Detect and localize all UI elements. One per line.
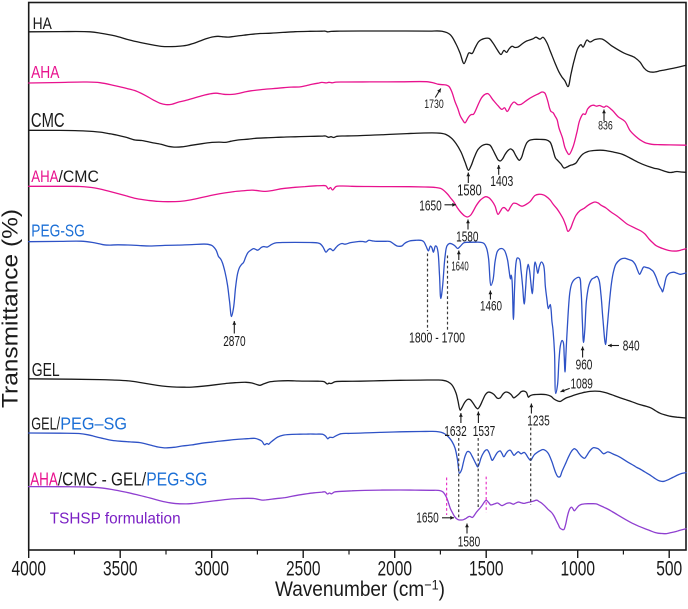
svg-text:HA: HA bbox=[33, 15, 52, 33]
svg-text:PEG-SG: PEG-SG bbox=[31, 220, 85, 240]
svg-text:2870: 2870 bbox=[223, 334, 245, 350]
svg-text:836: 836 bbox=[598, 118, 613, 132]
svg-text:3000: 3000 bbox=[194, 558, 229, 581]
svg-text:500: 500 bbox=[656, 558, 682, 581]
svg-text:1580: 1580 bbox=[456, 230, 478, 246]
svg-text:1632: 1632 bbox=[444, 424, 466, 440]
svg-text:1640: 1640 bbox=[451, 260, 468, 274]
svg-text:Wavenumber (cm−1): Wavenumber (cm−1) bbox=[275, 577, 445, 602]
svg-text:/CMC: /CMC bbox=[59, 167, 99, 186]
svg-text:2000: 2000 bbox=[377, 558, 412, 581]
svg-text:PEG-SG: PEG-SG bbox=[146, 468, 207, 489]
svg-text:/CMC - GEL/: /CMC - GEL/ bbox=[58, 468, 147, 489]
svg-text:2500: 2500 bbox=[286, 558, 321, 581]
svg-text:1537: 1537 bbox=[473, 424, 495, 440]
svg-text:GEL/: GEL/ bbox=[31, 413, 60, 433]
svg-text:AHA: AHA bbox=[31, 62, 60, 82]
svg-text:1235: 1235 bbox=[527, 413, 549, 429]
svg-text:AHA: AHA bbox=[30, 468, 58, 489]
svg-text:960: 960 bbox=[576, 357, 593, 373]
svg-text:1800 - 1700: 1800 - 1700 bbox=[409, 331, 465, 347]
svg-text:CMC: CMC bbox=[31, 110, 65, 132]
svg-text:3500: 3500 bbox=[103, 558, 138, 581]
svg-text:GEL: GEL bbox=[32, 359, 60, 380]
svg-text:1460: 1460 bbox=[480, 298, 502, 313]
svg-text:PEG–SG: PEG–SG bbox=[60, 413, 127, 433]
svg-text:1650: 1650 bbox=[419, 199, 441, 215]
svg-text:1580: 1580 bbox=[457, 182, 482, 199]
svg-text:1000: 1000 bbox=[560, 558, 595, 581]
svg-text:4000: 4000 bbox=[11, 558, 46, 581]
svg-text:1500: 1500 bbox=[469, 558, 504, 581]
svg-text:1580: 1580 bbox=[458, 535, 480, 551]
svg-text:1089: 1089 bbox=[571, 376, 593, 392]
svg-text:TSHSP formulation: TSHSP formulation bbox=[50, 510, 181, 527]
svg-text:AHA: AHA bbox=[31, 167, 59, 186]
svg-text:1730: 1730 bbox=[424, 97, 443, 111]
svg-text:1650: 1650 bbox=[416, 511, 438, 527]
svg-text:840: 840 bbox=[623, 338, 640, 354]
svg-text:1403: 1403 bbox=[490, 173, 513, 190]
svg-text:Transmittance (%): Transmittance (%) bbox=[0, 209, 23, 408]
